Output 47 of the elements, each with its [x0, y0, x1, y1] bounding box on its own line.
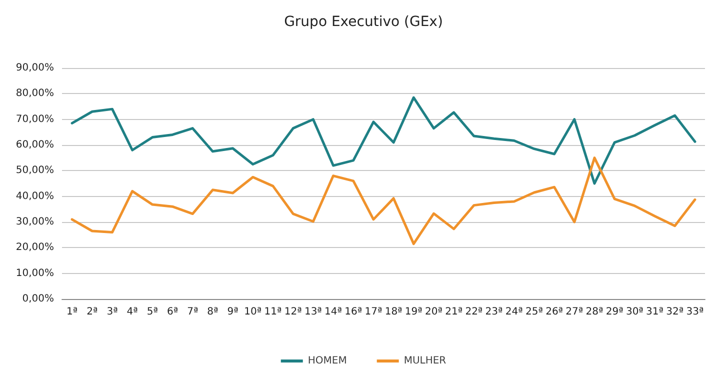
x-tick-label: 1ª — [66, 306, 78, 318]
x-tick-label: 32ª — [666, 306, 684, 318]
x-tick-label: 9ª — [227, 306, 239, 318]
y-tick-label: 60,00% — [16, 140, 54, 150]
x-tick-label: 4ª — [126, 306, 138, 318]
y-tick-label: 70,00% — [16, 114, 54, 125]
x-tick-label: 10ª — [244, 306, 262, 318]
x-tick-label: 18ª — [384, 306, 403, 318]
x-tick-label: 27ª — [566, 306, 584, 318]
y-tick-label: 20,00% — [16, 242, 54, 254]
x-tick-label: 23ª — [485, 306, 504, 318]
x-tick-label: 2ª — [86, 306, 98, 318]
x-tick-label: 6ª — [166, 306, 178, 318]
x-tick-label: 26ª — [546, 306, 564, 318]
x-tick-label: 19ª — [404, 306, 423, 318]
x-tick-label: 14ª — [324, 306, 342, 318]
y-tick-label: 0,00% — [22, 294, 54, 304]
x-tick-label: 30ª — [626, 306, 644, 318]
line-series — [70, 156, 696, 246]
x-tick-label: 11ª — [264, 306, 282, 318]
chart-title: Grupo Executivo (GEx) — [284, 14, 443, 30]
x-tick-label: 33ª — [686, 306, 704, 318]
y-tick-label: 10,00% — [16, 268, 54, 279]
x-tick-label: 7ª — [187, 306, 198, 318]
y-tick-label: 80,00% — [16, 88, 54, 100]
legend-label: HOMEM — [308, 356, 347, 366]
x-tick-label: 29ª — [606, 306, 624, 318]
x-tick-label: 25ª — [525, 306, 544, 318]
y-tick-label: 90,00% — [16, 62, 54, 74]
x-tick-label: 17ª — [364, 306, 382, 318]
x-tick-label: 20ª — [425, 306, 443, 318]
x-tick-label: 3ª — [106, 306, 118, 318]
y-tick-label: 40,00% — [16, 190, 54, 202]
x-tick-label: 5ª — [146, 306, 158, 318]
x-tick-label: 24ª — [505, 306, 524, 318]
x-tick-label: 13ª — [304, 306, 322, 318]
x-tick-label: 12ª — [284, 306, 302, 318]
line-series — [70, 96, 696, 185]
y-tick-label: 50,00% — [16, 165, 54, 176]
x-tick-label: 16ª — [344, 306, 362, 318]
y-tick-label: 30,00% — [16, 216, 54, 228]
x-tick-label: 8ª — [207, 306, 219, 318]
x-tick-label: 31ª — [646, 306, 664, 318]
x-tick-label: 28ª — [586, 306, 604, 318]
x-tick-label: 22ª — [465, 306, 483, 318]
x-tick-label: 21ª — [445, 306, 463, 318]
legend-label: MULHER — [404, 356, 446, 366]
